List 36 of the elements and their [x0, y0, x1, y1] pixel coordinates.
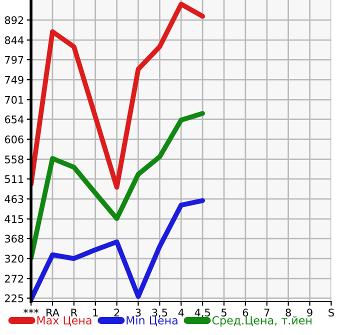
x-tick-label: 5	[221, 308, 226, 317]
y-tick-label: 844	[4, 36, 24, 44]
y-tick-label: 797	[5, 56, 24, 64]
x-tick-label: ***	[24, 308, 39, 314]
y-tick-label: 320	[5, 254, 24, 263]
line-series	[31, 110, 205, 261]
x-tick-label: 3	[136, 308, 141, 317]
x-tick-label: 3,5	[152, 308, 168, 318]
y-tick-label: 511	[5, 175, 24, 184]
x-tick-label: 2	[114, 308, 120, 316]
y-tick-label: 368	[5, 234, 24, 243]
x-tick-label: 4	[178, 308, 184, 316]
y-tick-label: 701	[5, 96, 24, 104]
legend-label: Сред.Цена, т.йен	[212, 316, 312, 327]
y-tick-label: 654	[4, 115, 24, 124]
line-series	[31, 2, 205, 190]
legend-label: Min Цена	[126, 316, 178, 326]
x-tick-label: 8	[286, 308, 291, 317]
x-tick-label: S	[328, 308, 334, 317]
x-tick-label: 4,5	[194, 308, 210, 318]
y-tick-label: 272	[4, 274, 24, 283]
y-tick-label: 463	[4, 195, 24, 204]
y-tick-label: 415	[4, 215, 24, 224]
x-tick-label: R	[71, 308, 78, 316]
line-series	[31, 198, 205, 302]
x-tick-label: 6	[242, 308, 248, 317]
legend-label: Max Цена	[37, 316, 92, 326]
y-tick-label: 749	[5, 76, 24, 84]
y-tick-label: 892	[4, 16, 24, 24]
x-tick-label: RA	[46, 308, 60, 316]
y-tick-label: 606	[4, 136, 24, 144]
y-tick-label: 558	[5, 156, 24, 164]
x-tick-label: 7	[264, 308, 270, 316]
y-tick-label: 225	[4, 294, 24, 302]
x-tick-label: 9	[307, 308, 312, 317]
x-tick-label: 1	[93, 308, 98, 316]
